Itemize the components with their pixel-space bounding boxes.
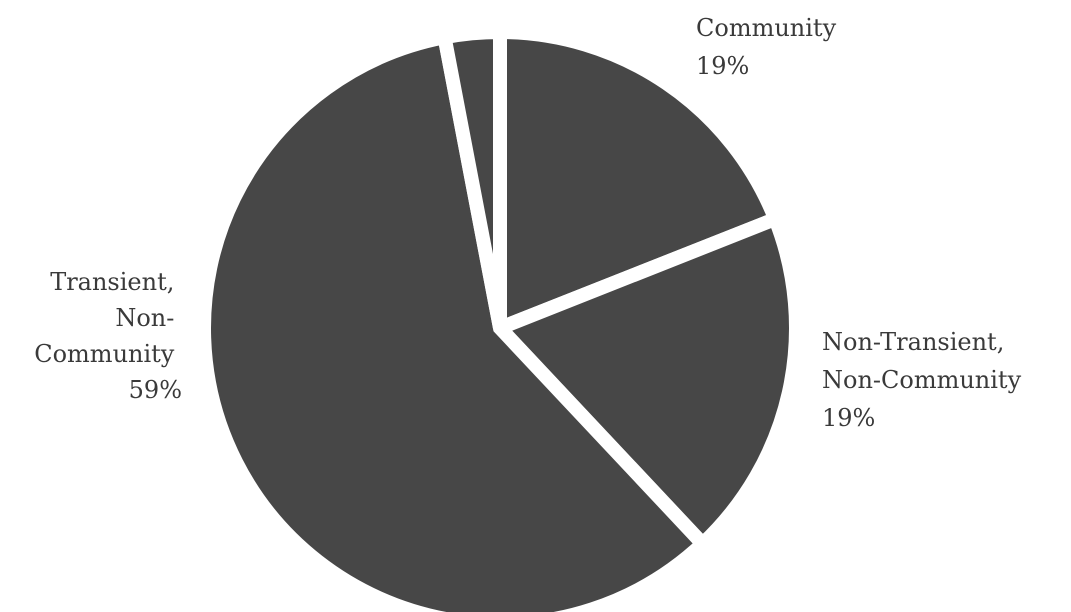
label-community-line-1: Community <box>696 14 837 42</box>
label-transient-pct: 59% <box>129 376 182 404</box>
label-community-pct: 19% <box>696 52 749 80</box>
label-non-transient-line-2: Non-Community <box>822 366 1022 394</box>
label-transient-line-1: Transient, <box>50 268 174 296</box>
label-transient-line-3: Community <box>34 340 175 368</box>
pie-slice-community <box>493 24 785 339</box>
label-transient-line-2: Non- <box>115 304 174 332</box>
label-transient-non-community: Transient, Non- Community 59% <box>34 268 182 404</box>
pie-slice-non-transient-non-community <box>487 209 803 554</box>
label-community: Community 19% <box>696 14 844 80</box>
label-non-transient-pct: 19% <box>822 404 875 432</box>
pie-slice-transient-non-community <box>197 29 713 612</box>
pie-slice-other <box>436 24 507 330</box>
label-non-transient-non-community: Non-Transient, Non-Community 19% <box>822 328 1029 432</box>
pie-slices <box>197 24 803 612</box>
label-non-transient-line-1: Non-Transient, <box>822 328 1004 356</box>
